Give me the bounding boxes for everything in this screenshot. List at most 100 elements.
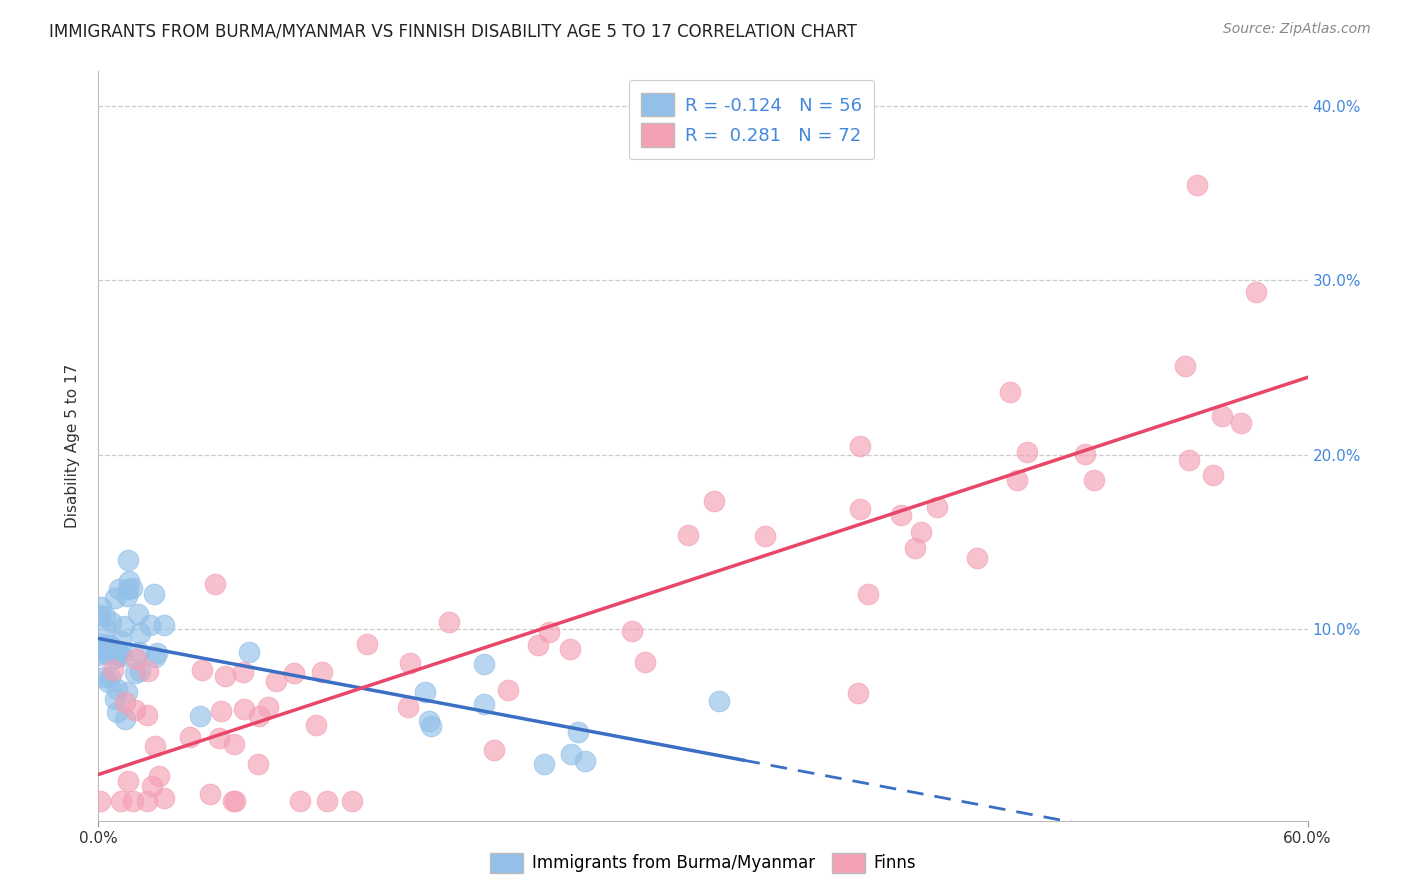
Point (94, 622, 117, 636)
Point (111, 649, 134, 664)
Point (104, 691, 127, 706)
Point (136, 707, 159, 722)
Point (754, 529, 776, 543)
Point (233, 702, 256, 716)
Point (107, 645, 129, 659)
Point (927, 500, 949, 515)
Point (117, 774, 139, 789)
Point (110, 633, 132, 648)
Point (129, 665, 152, 679)
Legend: Immigrants from Burma/Myanmar, Finns: Immigrants from Burma/Myanmar, Finns (484, 847, 922, 880)
Point (849, 502, 872, 516)
Point (482, 742, 505, 756)
Point (634, 656, 657, 670)
Point (124, 666, 146, 681)
Point (143, 587, 166, 601)
Point (890, 508, 912, 522)
Point (121, 582, 143, 596)
Point (420, 719, 443, 733)
Point (124, 703, 146, 717)
Point (90, 637, 112, 651)
Point (904, 541, 927, 556)
Point (538, 625, 561, 640)
Point (114, 712, 136, 726)
Point (89, 607, 111, 622)
Point (256, 699, 278, 714)
Point (135, 795, 157, 809)
Point (1007, 473, 1029, 487)
Point (703, 494, 725, 508)
Point (105, 705, 128, 719)
Point (204, 577, 226, 591)
Point (472, 698, 495, 712)
Point (145, 649, 167, 664)
Text: Source: ZipAtlas.com: Source: ZipAtlas.com (1223, 22, 1371, 37)
Point (1229, 416, 1251, 430)
Point (117, 552, 139, 566)
Point (107, 682, 129, 697)
Point (846, 686, 869, 700)
Point (112, 619, 135, 633)
Point (128, 645, 150, 659)
Point (179, 730, 201, 744)
Point (100, 670, 122, 684)
Point (998, 384, 1021, 399)
Point (89, 641, 111, 656)
Point (247, 708, 270, 723)
Point (115, 684, 138, 698)
Point (1185, 178, 1208, 192)
Point (129, 625, 152, 640)
Point (315, 795, 337, 809)
Point (89, 648, 111, 662)
Point (247, 757, 270, 772)
Point (567, 724, 589, 739)
Point (399, 657, 422, 671)
Point (148, 769, 170, 783)
Point (558, 642, 581, 657)
Point (574, 754, 596, 768)
Point (127, 607, 149, 621)
Point (356, 637, 378, 651)
Point (533, 757, 555, 772)
Point (560, 747, 582, 761)
Point (96, 638, 118, 652)
Point (145, 739, 167, 754)
Point (222, 795, 245, 809)
Point (305, 718, 328, 732)
Point (527, 639, 550, 653)
Point (191, 664, 214, 678)
Point (103, 643, 125, 657)
Point (437, 615, 460, 630)
Point (707, 694, 730, 708)
Point (89, 795, 111, 809)
Point (209, 704, 232, 718)
Point (107, 648, 129, 662)
Point (139, 617, 162, 632)
Point (117, 582, 139, 596)
Point (311, 665, 333, 679)
Point (1174, 359, 1197, 373)
Point (856, 587, 879, 601)
Point (146, 646, 169, 660)
Point (98, 638, 121, 652)
Point (1211, 409, 1233, 423)
Point (224, 795, 246, 809)
Point (117, 590, 139, 604)
Point (118, 574, 141, 589)
Point (198, 787, 221, 801)
Point (396, 700, 419, 714)
Point (283, 665, 305, 680)
Point (264, 673, 287, 688)
Point (104, 591, 127, 605)
Point (1202, 467, 1225, 482)
Point (413, 684, 436, 698)
Point (188, 709, 211, 723)
Point (1178, 453, 1201, 467)
Point (153, 791, 176, 805)
Point (214, 669, 236, 683)
Point (222, 737, 245, 751)
Point (97, 647, 120, 661)
Point (125, 652, 148, 666)
Y-axis label: Disability Age 5 to 17: Disability Age 5 to 17 (65, 364, 80, 528)
Point (232, 665, 254, 679)
